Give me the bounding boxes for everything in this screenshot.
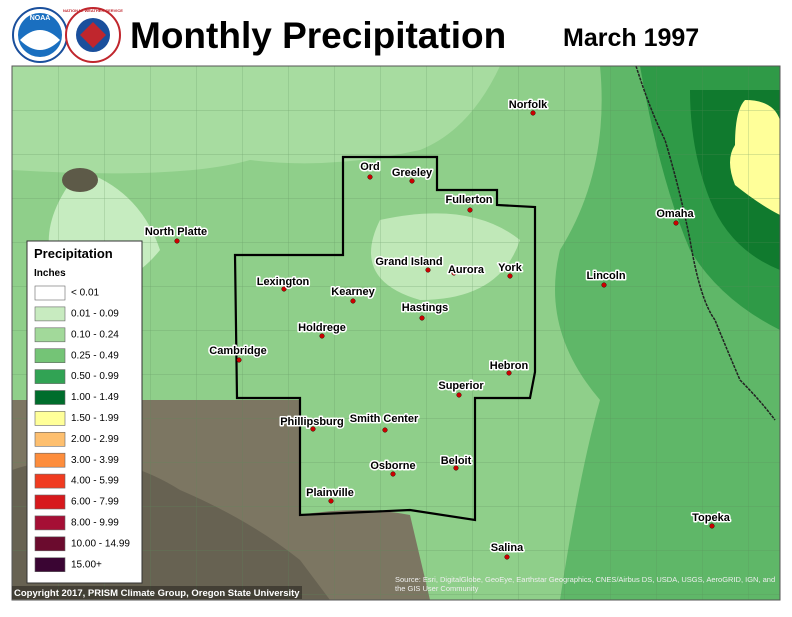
city-dot bbox=[328, 498, 334, 504]
city-dot bbox=[310, 426, 316, 432]
legend-swatch bbox=[34, 327, 66, 343]
city-label: North Platte bbox=[145, 226, 207, 238]
city-label: Ord bbox=[360, 161, 380, 173]
legend-label: 1.00 - 1.49 bbox=[71, 392, 119, 403]
city-dot bbox=[709, 523, 715, 529]
legend-swatch bbox=[34, 285, 66, 301]
city-dot bbox=[281, 286, 287, 292]
city-label: Lexington bbox=[257, 276, 310, 288]
city-dot bbox=[601, 282, 607, 288]
legend-swatch bbox=[34, 390, 66, 405]
city-dot bbox=[673, 220, 679, 226]
city-label: Omaha bbox=[656, 208, 694, 220]
cities: Norfolk Ord Greeley Fullerton North Platte Om… bbox=[143, 97, 732, 560]
legend-swatch bbox=[34, 515, 66, 531]
nws-logo: NATIONAL WEATHER SERVICE bbox=[63, 7, 123, 63]
city-dot bbox=[506, 370, 512, 376]
legend-label: 1.50 - 1.99 bbox=[71, 413, 119, 424]
city-label: Phillipsburg bbox=[280, 416, 344, 428]
legend-label: 10.00 - 14.99 bbox=[71, 538, 130, 549]
city-label: Cambridge bbox=[209, 345, 266, 357]
legend-swatch bbox=[34, 494, 66, 510]
city-dot bbox=[530, 110, 536, 116]
copyright-bg bbox=[12, 586, 302, 599]
legend-swatch bbox=[34, 557, 66, 573]
legend-label: 8.00 - 9.99 bbox=[71, 518, 119, 529]
title: Monthly Precipitation bbox=[130, 15, 506, 56]
city-label: Norfolk bbox=[509, 99, 548, 111]
city-label: Hastings bbox=[402, 302, 448, 314]
city-label: Beloit bbox=[441, 455, 472, 467]
legend-label: 6.00 - 7.99 bbox=[71, 497, 119, 508]
source-box: Source: Esri, DigitalGlobe, GeoEye, Eart… bbox=[395, 575, 776, 593]
date: March 1997 bbox=[563, 24, 699, 52]
legend-label: 4.00 - 5.99 bbox=[71, 476, 119, 487]
river bbox=[635, 66, 776, 421]
city-label: Salina bbox=[491, 542, 524, 554]
noaa-text: NOAA bbox=[30, 15, 51, 22]
city-label: Lincoln bbox=[586, 270, 625, 282]
city-dot bbox=[350, 298, 356, 304]
city-label: Topeka bbox=[692, 512, 731, 524]
city-label: Greeley bbox=[392, 167, 433, 179]
legend-swatch bbox=[34, 452, 66, 468]
legend-label: 0.10 - 0.24 bbox=[71, 329, 119, 340]
city-label: Fullerton bbox=[445, 194, 492, 206]
city-label: Plainville bbox=[306, 487, 354, 499]
legend-label: 3.00 - 3.99 bbox=[71, 455, 119, 466]
city-label: Aurora bbox=[448, 264, 485, 276]
city-dot bbox=[451, 270, 457, 276]
city-dot bbox=[507, 273, 513, 279]
city-label: Hebron bbox=[490, 360, 529, 372]
legend-swatch bbox=[34, 348, 66, 364]
legend-label: < 0.01 bbox=[71, 288, 100, 299]
city-label: Superior bbox=[438, 380, 484, 392]
city-dot bbox=[467, 207, 473, 213]
legend-swatch bbox=[34, 536, 66, 552]
legend-label: 2.00 - 2.99 bbox=[71, 434, 119, 445]
city-label: Smith Center bbox=[350, 413, 419, 425]
city-dot bbox=[425, 267, 431, 273]
legend-swatch bbox=[34, 306, 66, 322]
legend-label: 15.00+ bbox=[71, 559, 102, 570]
noaa-logo: NOAA bbox=[12, 7, 68, 63]
city-dot bbox=[382, 427, 388, 433]
city-dot bbox=[367, 174, 373, 180]
city-label: Grand Island bbox=[375, 256, 442, 268]
city-dot bbox=[390, 471, 396, 477]
city-label: York bbox=[498, 262, 523, 274]
legend-swatch bbox=[34, 431, 66, 447]
legend: Precipitation Inches < 0.01 0.01 - 0.09 0.… bbox=[26, 240, 143, 584]
city-dot bbox=[456, 392, 462, 398]
city-dot bbox=[236, 357, 242, 363]
city-label: Osborne bbox=[370, 460, 415, 472]
legend-label: 0.25 - 0.49 bbox=[71, 350, 119, 361]
city-dot bbox=[409, 178, 415, 184]
city-dot bbox=[453, 465, 459, 471]
map-frame bbox=[11, 65, 781, 601]
city-dot bbox=[419, 315, 425, 321]
nws-text: NATIONAL WEATHER SERVICE bbox=[63, 8, 123, 13]
source: Source: Esri, DigitalGlobe, GeoEye, Eart… bbox=[395, 575, 776, 593]
wfo-boundary bbox=[233, 155, 537, 522]
legend-label: 0.01 - 0.09 bbox=[71, 309, 119, 320]
legend-swatch bbox=[34, 369, 66, 384]
city-label: Kearney bbox=[331, 286, 375, 298]
city-dot bbox=[174, 238, 180, 244]
city-dot bbox=[319, 333, 325, 339]
legend-label: 0.50 - 0.99 bbox=[71, 371, 119, 382]
copyright: Copyright 2017, PRISM Climate Group, Ore… bbox=[14, 588, 300, 599]
legend-units: Inches bbox=[34, 268, 66, 279]
city-dot bbox=[504, 554, 510, 560]
legend-swatch bbox=[34, 473, 66, 489]
city-label: Holdrege bbox=[298, 322, 346, 334]
legend-swatch bbox=[34, 411, 66, 426]
legend-title: Precipitation bbox=[34, 246, 113, 261]
